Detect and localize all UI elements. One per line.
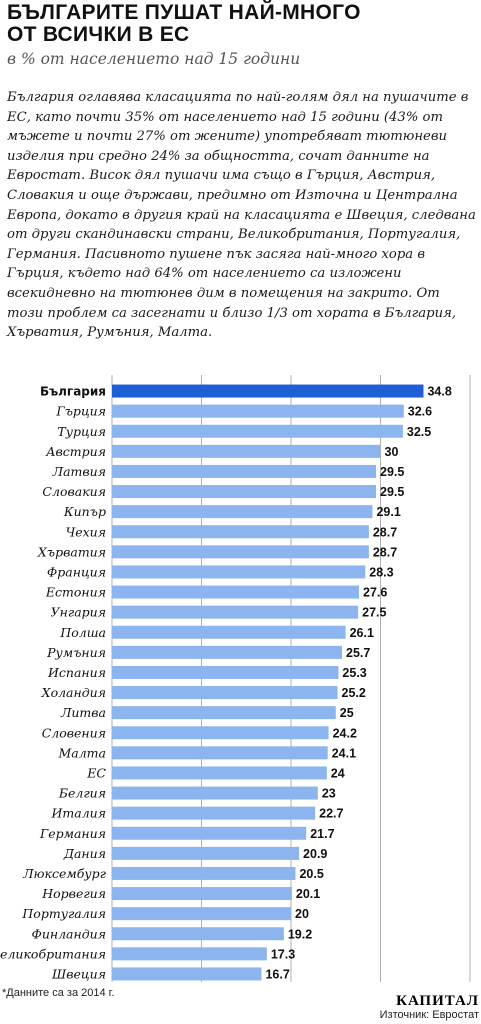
bar — [112, 505, 373, 519]
value-label: 29.5 — [380, 465, 404, 479]
bar — [112, 384, 424, 398]
bar — [112, 726, 329, 740]
bar — [112, 444, 381, 458]
category-label: Словакия — [42, 484, 106, 499]
category-label: Великобритания — [0, 946, 106, 961]
category-label: Холандия — [41, 685, 106, 700]
value-label: 19.2 — [288, 927, 312, 941]
category-label: Хърватия — [37, 544, 106, 559]
category-label: Норвегия — [41, 886, 106, 901]
chart-title: БЪЛГАРИТЕ ПУШАТ НАЙ-МНОГО ОТ ВСИЧКИ В ЕС — [7, 2, 477, 46]
category-label: Германия — [39, 826, 106, 841]
bar — [112, 686, 338, 700]
value-label: 27.6 — [363, 586, 387, 600]
category-label: Финландия — [31, 926, 106, 941]
bar — [112, 967, 262, 981]
bar — [112, 887, 292, 901]
bar — [112, 605, 359, 619]
category-label: Малта — [57, 745, 106, 760]
value-label: 27.5 — [362, 606, 386, 620]
category-label: Португалия — [21, 906, 106, 921]
bar — [112, 625, 346, 639]
value-label: 28.7 — [373, 525, 397, 539]
value-label: 25 — [340, 706, 354, 720]
category-label: Австрия — [45, 444, 106, 459]
value-label: 25.3 — [342, 666, 366, 680]
value-label: 34.8 — [427, 385, 451, 399]
category-label: Словения — [42, 725, 106, 740]
bar — [112, 947, 267, 961]
value-label: 29.1 — [376, 505, 400, 519]
source-note: Източник: Евростат — [379, 1009, 479, 1021]
category-label: Латвия — [52, 464, 106, 479]
bar — [112, 866, 296, 880]
category-label: Франция — [47, 564, 106, 579]
category-label: Турция — [57, 424, 106, 439]
bar — [112, 927, 284, 941]
bar — [112, 746, 328, 760]
category-label: Унгария — [51, 605, 106, 620]
category-label: Белгия — [58, 786, 106, 801]
bar — [112, 565, 366, 579]
value-label: 28.7 — [373, 545, 397, 559]
value-label: 30 — [385, 445, 399, 459]
bar — [112, 806, 316, 820]
value-label: 29.5 — [380, 485, 404, 499]
value-label: 24 — [331, 766, 345, 780]
footnote: *Данните са за 2014 г. — [2, 987, 115, 999]
value-label: 25.7 — [346, 646, 370, 660]
value-label: 32.5 — [407, 425, 431, 439]
title-line-2: ОТ ВСИЧКИ В ЕС — [7, 23, 190, 46]
bar — [112, 645, 343, 659]
bar — [112, 404, 404, 418]
category-label: Дания — [63, 846, 106, 861]
value-label: 28.3 — [369, 565, 393, 579]
category-label: Естония — [45, 585, 106, 600]
bar — [112, 786, 318, 800]
bar-chart: България 34.8 Гърция 32.6 Турция 32.5 Австрия 3… — [0, 375, 471, 982]
category-label: Италия — [51, 806, 107, 821]
brand-logo: КАПИТАЛ — [396, 993, 479, 1009]
bar — [112, 545, 369, 559]
category-label: Кипър — [63, 504, 106, 519]
value-label: 25.2 — [342, 686, 366, 700]
value-label: 23 — [322, 787, 336, 801]
value-label: 16.7 — [265, 967, 289, 981]
bar — [112, 525, 369, 539]
value-label: 17.3 — [271, 947, 295, 961]
category-label: Румъния — [46, 645, 106, 660]
bar — [112, 485, 377, 499]
category-label: Люксембург — [22, 866, 107, 881]
value-label: 20.1 — [296, 887, 320, 901]
category-label: България — [40, 385, 106, 399]
bar — [112, 585, 360, 599]
value-label: 22.7 — [319, 807, 343, 821]
chart-subtitle: в % от населението над 15 години — [7, 50, 301, 68]
title-line-1: БЪЛГАРИТЕ ПУШАТ НАЙ-МНОГО — [7, 1, 361, 24]
category-label: Полша — [59, 625, 106, 640]
value-label: 20.5 — [299, 867, 323, 881]
value-label: 24.2 — [333, 726, 357, 740]
value-label: 32.6 — [408, 405, 432, 419]
bar — [112, 846, 300, 860]
category-label: ЕС — [86, 765, 106, 780]
value-label: 21.7 — [310, 827, 334, 841]
value-label: 20 — [295, 907, 309, 921]
intro-text: България оглавява класацията по най-голя… — [7, 90, 476, 341]
category-label: Литва — [60, 705, 106, 720]
value-label: 20.9 — [303, 847, 327, 861]
bar — [112, 766, 327, 780]
value-label: 26.1 — [350, 626, 374, 640]
category-label: Чехия — [66, 524, 106, 539]
value-label: 24.1 — [332, 746, 356, 760]
bar — [112, 424, 403, 438]
bar — [112, 464, 377, 478]
bar — [112, 665, 339, 679]
bar — [112, 706, 336, 720]
category-label: Швеция — [51, 966, 106, 981]
category-label: Испания — [47, 665, 106, 680]
bar — [112, 826, 307, 840]
category-label: Гърция — [55, 404, 106, 419]
bar — [112, 907, 291, 921]
